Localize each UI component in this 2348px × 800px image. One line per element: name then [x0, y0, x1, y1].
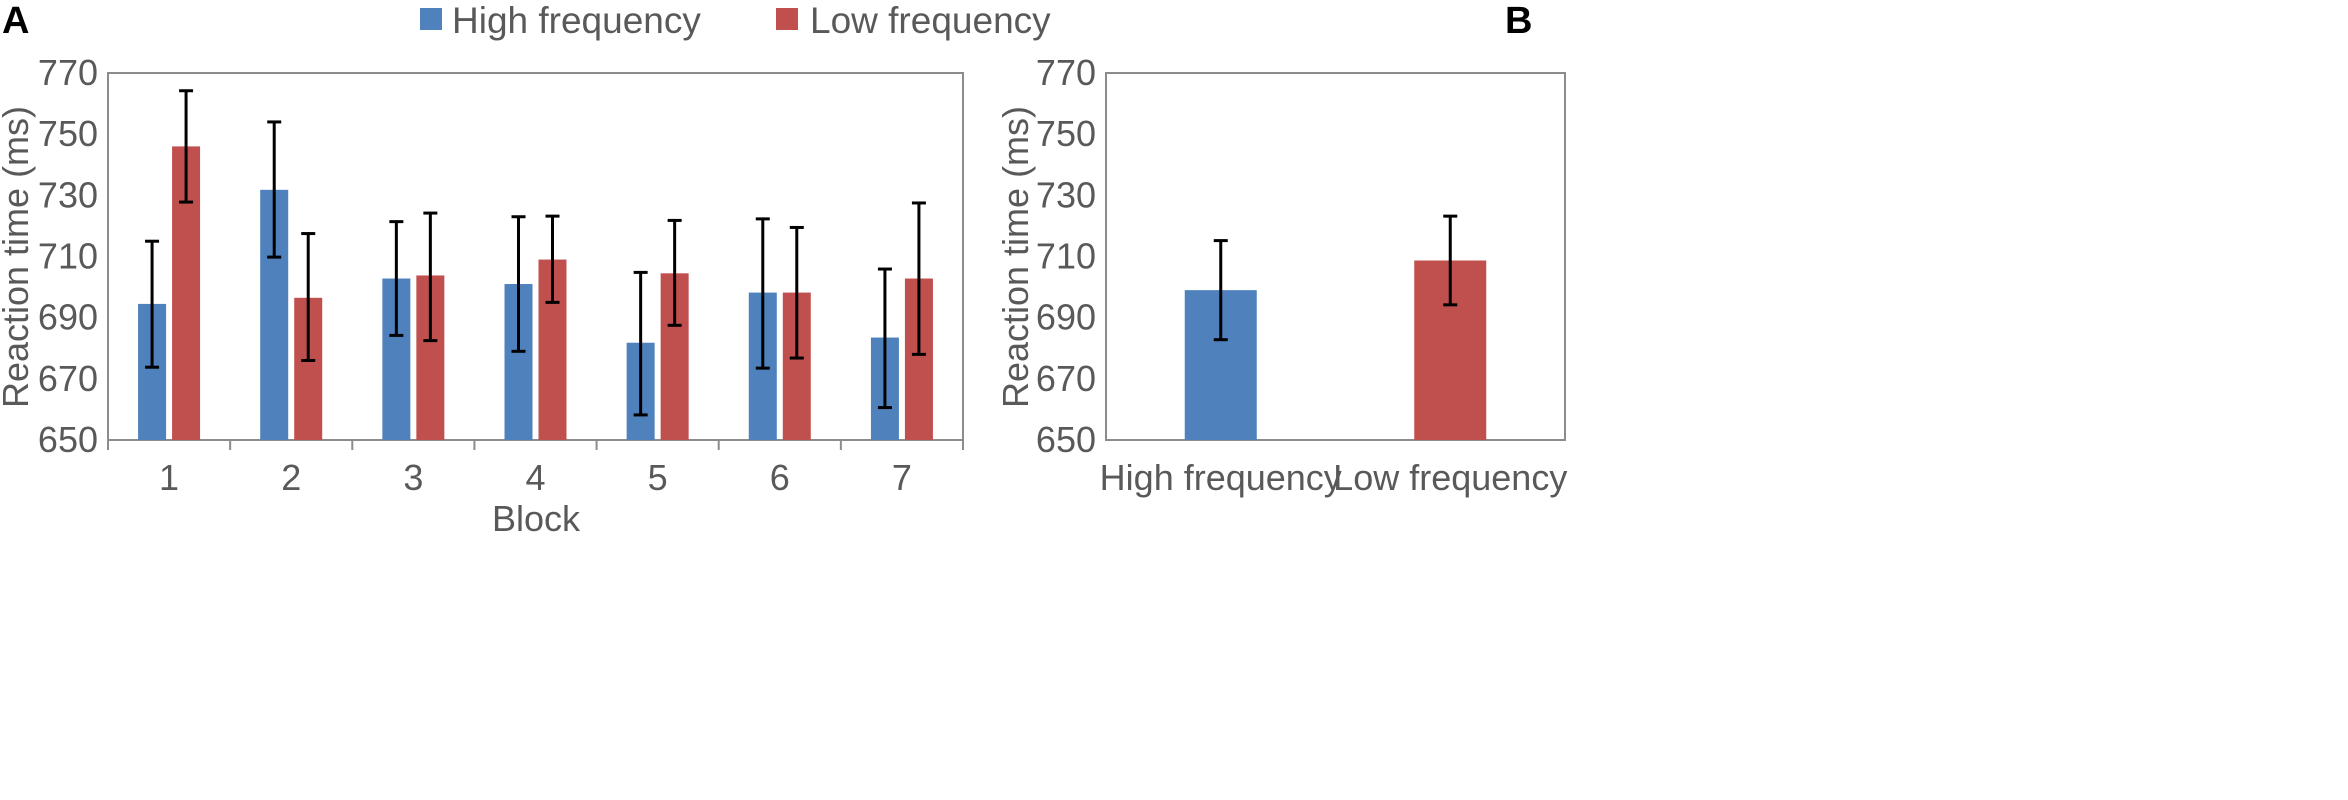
chart-b-y-tick-label: 650	[1036, 419, 1096, 460]
chart-b-plot-frame	[1105, 72, 1566, 441]
chart-b-x-tick-label: Low frequency	[1333, 457, 1567, 498]
chart-a-x-tick-label: 7	[892, 457, 912, 498]
chart-a-y-tick-label: 730	[38, 174, 98, 215]
chart-b-y-tick-label: 670	[1036, 358, 1096, 399]
chart-a-x-tick-label: 4	[525, 457, 545, 498]
legend-label-high-frequency: High frequency	[452, 0, 701, 41]
chart-a-plot-frame	[107, 72, 964, 441]
chart-b: 650 670 690 710 730 750 770 High frequencyLow …	[995, 52, 1567, 498]
error-bar-low-frequency-block-6	[789, 225, 804, 360]
error-bar-low-frequency-block-5	[667, 218, 682, 327]
error-bar-low-frequency-block-2	[301, 232, 316, 362]
error-bar-high-frequency-block-4	[511, 215, 526, 353]
error-bar-high-frequency-block-1	[145, 239, 160, 369]
chart-a-x-tick-label: 3	[403, 457, 423, 498]
legend: High frequency Low frequency	[420, 0, 1051, 41]
legend-swatch-low-frequency	[776, 8, 798, 30]
panel-b-label: B	[1505, 0, 1532, 42]
chart-b-y-tick-label: 710	[1036, 236, 1096, 277]
error-bar-low-frequency-block-7	[911, 201, 926, 356]
chart-a-x-tick-label: 2	[281, 457, 301, 498]
panel-a-label: A	[2, 0, 29, 42]
error-bar-high-frequency-block-6	[755, 217, 770, 370]
error-bar-high-frequency-block-2	[267, 120, 282, 259]
chart-a-x-tick-label: 6	[770, 457, 790, 498]
chart-b-y-tick-label: 750	[1036, 113, 1096, 154]
legend-label-low-frequency: Low frequency	[810, 0, 1051, 41]
chart-a-y-tick-label: 770	[38, 52, 98, 93]
chart-a-x-axis-title: Block	[492, 498, 581, 539]
error-bar-high-frequency-block-5	[633, 270, 648, 417]
error-bar-low-frequency-block-3	[423, 211, 438, 343]
error-bar-low-frequency-block-1	[179, 89, 194, 204]
chart-a-y-tick-label: 690	[38, 297, 98, 338]
error-bar-overall-high-frequency	[1213, 239, 1228, 342]
chart-b-y-tick-label: 730	[1036, 174, 1096, 215]
chart-a-y-tick-label: 750	[38, 113, 98, 154]
chart-a: 650 670 690 710 730 750 770 1 2 3 4 5 6 7 Reaction t…	[0, 52, 964, 539]
chart-b-x-tick-label: High frequency	[1100, 457, 1342, 498]
error-bar-high-frequency-block-7	[877, 267, 892, 410]
chart-a-y-tick-label: 650	[38, 419, 98, 460]
chart-b-y-tick-label: 690	[1036, 297, 1096, 338]
chart-b-y-axis-title: Reaction time (ms)	[995, 106, 1036, 408]
chart-a-y-axis-title: Reaction time (ms)	[0, 106, 36, 408]
chart-a-x-tick-label: 1	[159, 457, 179, 498]
error-bar-overall-low-frequency	[1443, 214, 1458, 307]
legend-swatch-high-frequency	[420, 8, 442, 30]
error-bar-low-frequency-block-4	[545, 214, 560, 304]
chart-a-x-tick-label: 5	[648, 457, 668, 498]
chart-b-y-tick-label: 770	[1036, 52, 1096, 93]
error-bar-high-frequency-block-3	[389, 220, 404, 337]
chart-a-y-tick-label: 710	[38, 236, 98, 277]
chart-a-y-tick-label: 670	[38, 358, 98, 399]
